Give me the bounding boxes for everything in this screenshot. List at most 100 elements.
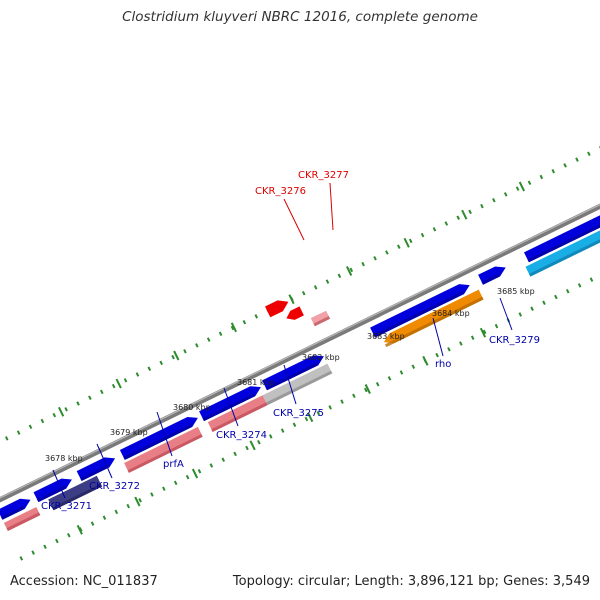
minor-tick-mark bbox=[111, 383, 116, 389]
major-tick-mark bbox=[346, 266, 353, 276]
minor-tick-mark bbox=[304, 416, 309, 422]
minor-tick-mark bbox=[4, 436, 9, 441]
minor-tick-mark bbox=[31, 550, 35, 555]
minor-tick-mark bbox=[527, 180, 532, 186]
minor-tick-mark bbox=[90, 521, 95, 526]
minor-tick-mark bbox=[589, 277, 594, 282]
minor-tick-mark bbox=[456, 215, 460, 220]
minor-tick-mark bbox=[563, 163, 567, 168]
minor-tick-mark bbox=[102, 515, 107, 520]
minor-tick-mark bbox=[494, 323, 499, 329]
gene-label-leader bbox=[283, 364, 297, 405]
minor-tick-mark bbox=[340, 399, 344, 404]
gene-label: CKR_3277 bbox=[298, 170, 349, 181]
minor-tick-mark bbox=[88, 395, 92, 400]
minor-tick-mark bbox=[468, 209, 472, 215]
minor-tick-mark bbox=[67, 532, 71, 538]
gene-label: prfA bbox=[163, 459, 184, 470]
kbp-tick-label: 3685 kbp bbox=[497, 287, 535, 296]
kbp-tick-label: 3678 kbp bbox=[45, 454, 83, 463]
minor-tick-mark bbox=[575, 157, 579, 162]
minor-tick-mark bbox=[52, 412, 57, 418]
cds-ckr3277-bar-shade bbox=[313, 316, 331, 327]
minor-tick-mark bbox=[316, 410, 321, 416]
minor-tick-mark bbox=[328, 405, 332, 410]
major-tick-mark bbox=[364, 384, 371, 394]
major-tick-mark bbox=[307, 412, 314, 423]
gene-label-leader bbox=[283, 198, 305, 241]
accession-text: Accession: NC_011837 bbox=[10, 574, 158, 589]
minor-tick-mark bbox=[197, 469, 202, 474]
gene-label-leader bbox=[223, 387, 239, 427]
major-tick-mark bbox=[518, 181, 525, 192]
minor-tick-mark bbox=[313, 285, 318, 290]
major-tick-mark bbox=[115, 378, 122, 389]
cds-forward-arrow-shade bbox=[37, 485, 67, 503]
major-tick-mark bbox=[403, 237, 410, 248]
map-title: Clostridium kluyveri NBRC 12016, complet… bbox=[122, 9, 478, 25]
genome-summary-text: Topology: circular; Length: 3,896,121 bp… bbox=[232, 574, 590, 589]
minor-tick-mark bbox=[43, 544, 47, 550]
major-tick-mark bbox=[191, 468, 199, 479]
minor-tick-mark bbox=[459, 341, 463, 346]
minor-tick-mark bbox=[55, 538, 59, 544]
major-tick-mark bbox=[479, 327, 487, 338]
major-tick-mark bbox=[58, 406, 65, 417]
cds-forward-arrow-shade bbox=[373, 291, 465, 338]
minor-tick-mark bbox=[19, 556, 24, 561]
minor-tick-mark bbox=[385, 250, 389, 255]
minor-tick-mark bbox=[28, 424, 33, 430]
cds-prfA-bar bbox=[124, 426, 203, 473]
minor-tick-mark bbox=[76, 401, 80, 406]
minor-tick-mark bbox=[292, 422, 297, 428]
minor-tick-mark bbox=[195, 343, 199, 348]
gene-label-leader bbox=[329, 182, 334, 231]
cds-forward-arrow-shade bbox=[123, 424, 193, 460]
minor-tick-mark bbox=[364, 387, 368, 393]
gene-label: CKR_3275 bbox=[273, 408, 324, 419]
minor-tick-mark bbox=[301, 290, 306, 296]
kbp-tick-label: 3680 kbp bbox=[173, 403, 211, 412]
minor-tick-mark bbox=[565, 288, 570, 294]
cds-ckr3275-bar-shade bbox=[266, 370, 333, 406]
gene-label: CKR_3276 bbox=[255, 186, 306, 197]
gene-label: CKR_3279 bbox=[489, 335, 540, 346]
minor-tick-mark bbox=[349, 267, 354, 273]
cds-forward-arrow bbox=[524, 215, 600, 263]
cds-forward-arrow-shade bbox=[202, 393, 256, 422]
minor-tick-mark bbox=[123, 378, 128, 383]
minor-tick-mark bbox=[518, 312, 523, 317]
cds-forward-arrow-shade bbox=[80, 464, 110, 481]
major-tick-mark bbox=[230, 322, 237, 333]
minor-tick-mark bbox=[242, 319, 247, 325]
cds-pink-bar-shade bbox=[6, 512, 41, 531]
minor-tick-mark bbox=[218, 331, 223, 337]
genome-backbone-highlight bbox=[0, 203, 600, 499]
minor-tick-mark bbox=[16, 430, 21, 435]
minor-tick-mark bbox=[64, 407, 68, 412]
minor-tick-mark bbox=[150, 492, 154, 497]
gene-label-leader bbox=[96, 443, 113, 479]
cds-ckr3277-bar bbox=[310, 310, 331, 327]
minor-tick-mark bbox=[280, 428, 285, 433]
kbp-tick-label: 3679 kbp bbox=[110, 428, 148, 437]
minor-tick-mark bbox=[245, 445, 249, 451]
cds-slate-bar-shade bbox=[52, 483, 103, 511]
minor-tick-mark bbox=[373, 256, 377, 261]
major-tick-mark bbox=[249, 440, 256, 451]
major-tick-mark bbox=[461, 209, 468, 220]
cds-ckr3279-bar bbox=[525, 230, 600, 277]
major-tick-mark bbox=[173, 350, 180, 361]
minor-tick-mark bbox=[435, 352, 439, 358]
minor-tick-mark bbox=[126, 503, 130, 509]
gene-label-leader bbox=[156, 411, 173, 457]
minor-tick-mark bbox=[135, 372, 140, 377]
minor-tick-mark bbox=[254, 314, 259, 319]
gene-label: CKR_3271 bbox=[41, 501, 92, 512]
minor-tick-mark bbox=[411, 364, 416, 369]
minor-tick-mark bbox=[138, 498, 142, 503]
minor-tick-mark bbox=[503, 192, 508, 197]
minor-tick-mark bbox=[397, 244, 401, 249]
minor-tick-mark bbox=[408, 238, 413, 244]
minor-tick-mark bbox=[100, 389, 104, 395]
